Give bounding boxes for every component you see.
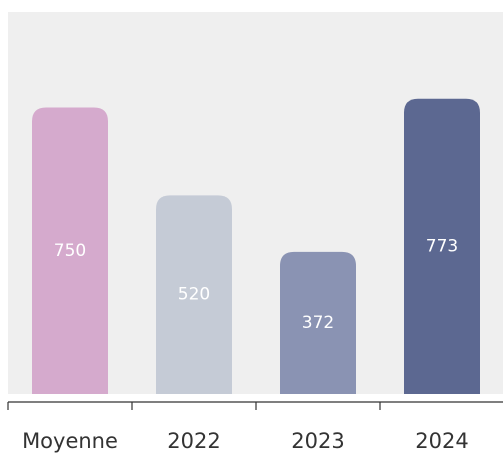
value-label: 372 (302, 313, 334, 333)
bar (280, 251, 356, 394)
value-label: 520 (178, 285, 210, 305)
value-label: 773 (426, 236, 458, 256)
x-tick-label: 2023 (291, 429, 344, 453)
bar (404, 98, 480, 395)
x-tick-label: 2024 (415, 429, 468, 453)
bar (32, 107, 108, 394)
bar (156, 195, 232, 394)
x-tick-label: Moyenne (22, 429, 118, 453)
value-label: 750 (54, 241, 86, 261)
x-tick-label: 2022 (167, 429, 220, 453)
